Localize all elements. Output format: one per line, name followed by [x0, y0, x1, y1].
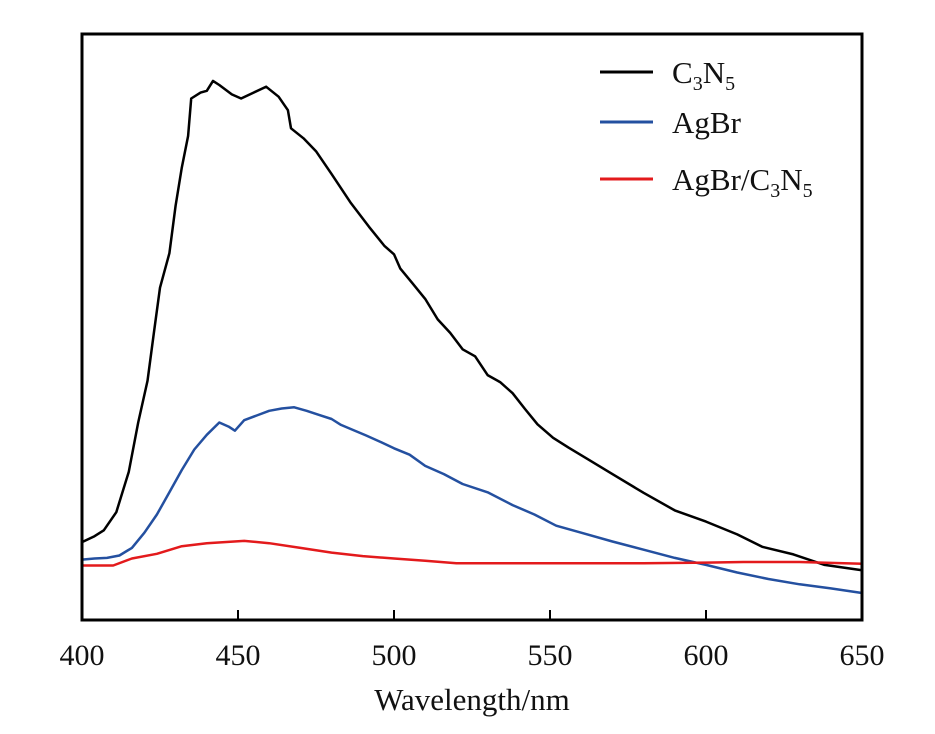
x-tick-label: 400 [60, 639, 105, 672]
legend: C3N5 AgBr AgBr/C3N5 [600, 55, 813, 202]
plot-lines [81, 79, 863, 595]
plot-frame [80, 32, 864, 622]
x-tick-labels: 400 450 500 550 600 650 [60, 639, 885, 672]
x-tick-label: 450 [216, 639, 261, 672]
legend-label-1: AgBr [672, 105, 742, 140]
legend-label-0: C3N5 [672, 55, 735, 95]
x-tick-label: 500 [372, 639, 417, 672]
legend-label-2: AgBr/C3N5 [672, 162, 813, 202]
series-line-2 [82, 539, 863, 567]
x-tick-label: 600 [684, 639, 729, 672]
x-axis-title: Wavelength/nm [374, 682, 570, 717]
series-line-0 [81, 79, 863, 572]
x-tick-label: 550 [528, 639, 573, 672]
x-tick-label: 650 [840, 639, 885, 672]
series-line-1 [81, 406, 863, 595]
axis-ticks [81, 610, 863, 620]
